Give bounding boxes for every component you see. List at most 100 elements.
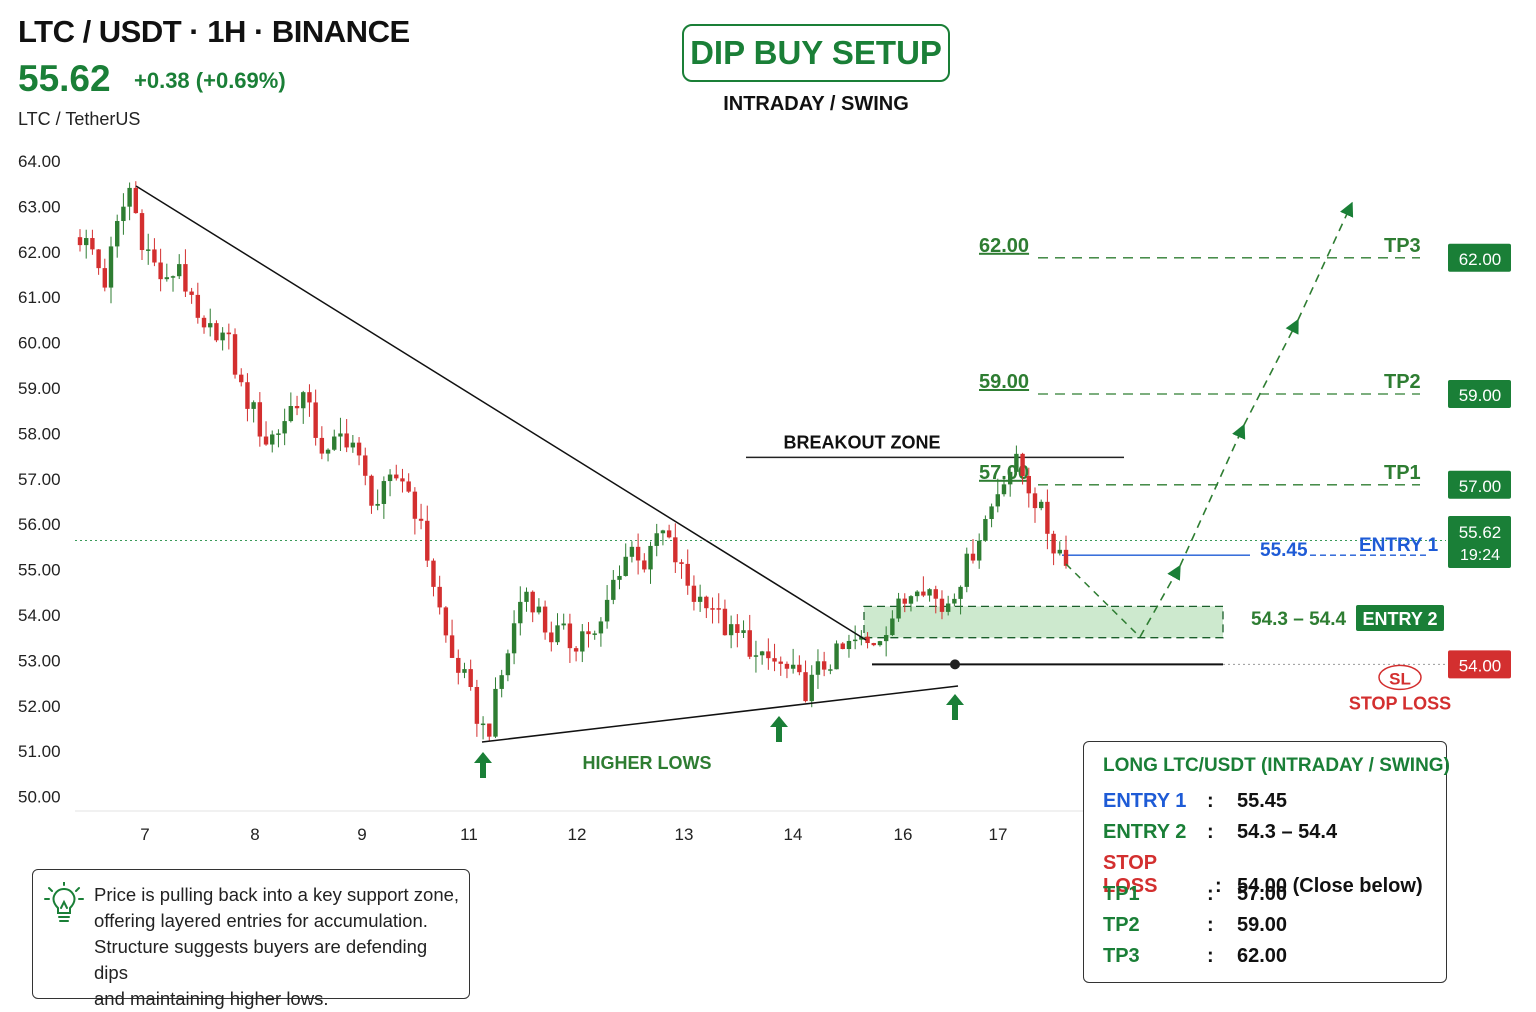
candle-body: [778, 661, 783, 664]
tp1-label: TP1: [1384, 462, 1421, 484]
candle-body: [456, 657, 461, 673]
candle-body: [1001, 484, 1007, 495]
overlays: HIGHER LOWS: [135, 185, 1354, 778]
plan-row-stop-loss: STOP LOSS:54.00 (Close below): [1103, 852, 1423, 898]
projection-path-segment: [1179, 423, 1246, 567]
current-price-tag-text: 55.62: [1459, 523, 1502, 542]
candle-body: [1057, 549, 1062, 554]
setup-title: DIP BUY SETUP: [690, 34, 942, 71]
candle-body: [276, 433, 281, 435]
candle-body: [945, 603, 951, 612]
candle-body: [350, 442, 356, 448]
note-line: Structure suggests buyers are defending …: [94, 936, 428, 983]
entry2-badge: [1356, 605, 1444, 631]
candle-body: [301, 392, 306, 409]
candle-body: [363, 455, 368, 476]
candle-body: [828, 669, 833, 671]
plan-row-entry1: ENTRY 1: 55.45: [1103, 790, 1287, 813]
candle-body: [704, 596, 709, 609]
candle-body: [834, 643, 839, 670]
candle-body: [759, 651, 765, 656]
candle-body: [102, 268, 108, 288]
candle-body: [1014, 453, 1019, 472]
plan-key: TP3: [1103, 945, 1140, 967]
plan-key: ENTRY 1: [1103, 790, 1187, 812]
candle-body: [425, 520, 430, 561]
higher-low-arrow-icon: [770, 716, 788, 742]
candle-body: [400, 478, 405, 482]
candle-body: [387, 474, 393, 482]
projection-path-segment: [1243, 318, 1299, 426]
candle-body: [487, 723, 492, 737]
candle-body: [518, 601, 523, 624]
candle-body: [803, 672, 808, 702]
candle-body: [443, 607, 449, 636]
candle-body: [592, 633, 597, 635]
candle-body: [654, 533, 659, 546]
candle-body: [902, 598, 907, 604]
candle-body: [431, 560, 436, 587]
x-tick-label: 13: [675, 825, 694, 844]
candle-body: [226, 332, 232, 335]
setup-title-box: DIP BUY SETUP: [682, 24, 950, 82]
y-tick-label: 64.00: [18, 152, 61, 171]
candle-body: [263, 436, 269, 445]
candle-body: [220, 332, 225, 341]
candle-body: [995, 494, 1000, 507]
candle-body: [332, 436, 337, 450]
candle-body: [790, 664, 796, 669]
candle-body: [635, 546, 641, 561]
candle-body: [121, 206, 126, 222]
entry1-label: ENTRY 1: [1359, 535, 1439, 556]
candle-body: [183, 264, 188, 292]
x-tick-label: 7: [140, 825, 149, 844]
candle-body: [865, 636, 870, 644]
candle-body: [586, 631, 591, 635]
candle-body: [139, 213, 145, 251]
note-line: offering layered entries for accumulatio…: [94, 910, 428, 931]
tp3-value-label: 62.00: [979, 235, 1029, 257]
candle-body: [282, 421, 287, 434]
candle-body: [598, 621, 604, 634]
plan-key: ENTRY 2: [1103, 821, 1187, 843]
x-tick-label: 8: [250, 825, 259, 844]
pair-name: LTC / TetherUS: [18, 109, 141, 129]
plan-sep: :: [1207, 945, 1214, 967]
x-tick-label: 9: [357, 825, 366, 844]
candle-body: [964, 553, 969, 587]
entry1-value-label: 55.45: [1260, 540, 1308, 561]
candle-body: [257, 402, 263, 437]
candle-body: [325, 449, 331, 454]
candle-body: [561, 623, 566, 626]
setup-subtitle: INTRADAY / SWING: [723, 93, 909, 115]
candle-body: [1007, 471, 1013, 485]
plan-value: 55.45: [1237, 790, 1288, 812]
candle-body: [1020, 453, 1025, 476]
candle-body: [108, 246, 114, 288]
candle-body: [722, 608, 728, 636]
candle-body: [344, 433, 349, 448]
candle-body: [890, 618, 895, 636]
higher-lows-trendline: [481, 685, 959, 743]
lightbulb-icon: [44, 882, 84, 922]
candle-body: [115, 221, 120, 247]
candle-body: [555, 625, 560, 643]
candle-body: [96, 249, 101, 269]
plan-sep: :: [1215, 875, 1222, 897]
candle-body: [691, 585, 697, 602]
candle-body: [952, 598, 957, 604]
plan-sep: :: [1207, 883, 1214, 905]
candle-body: [852, 639, 858, 642]
candle-body: [189, 291, 194, 295]
candle-body: [927, 589, 932, 596]
candle-body: [239, 374, 244, 383]
candle-body: [208, 323, 213, 328]
trade-plan-box: [1083, 741, 1447, 983]
candle-body: [673, 537, 678, 563]
candle-body: [914, 591, 920, 597]
plan-value: 54.00 (Close below): [1237, 875, 1423, 897]
x-tick-label: 12: [568, 825, 587, 844]
candle-body: [313, 402, 318, 438]
candle-body: [146, 249, 151, 251]
higher-low-arrow-icon: [946, 694, 964, 720]
